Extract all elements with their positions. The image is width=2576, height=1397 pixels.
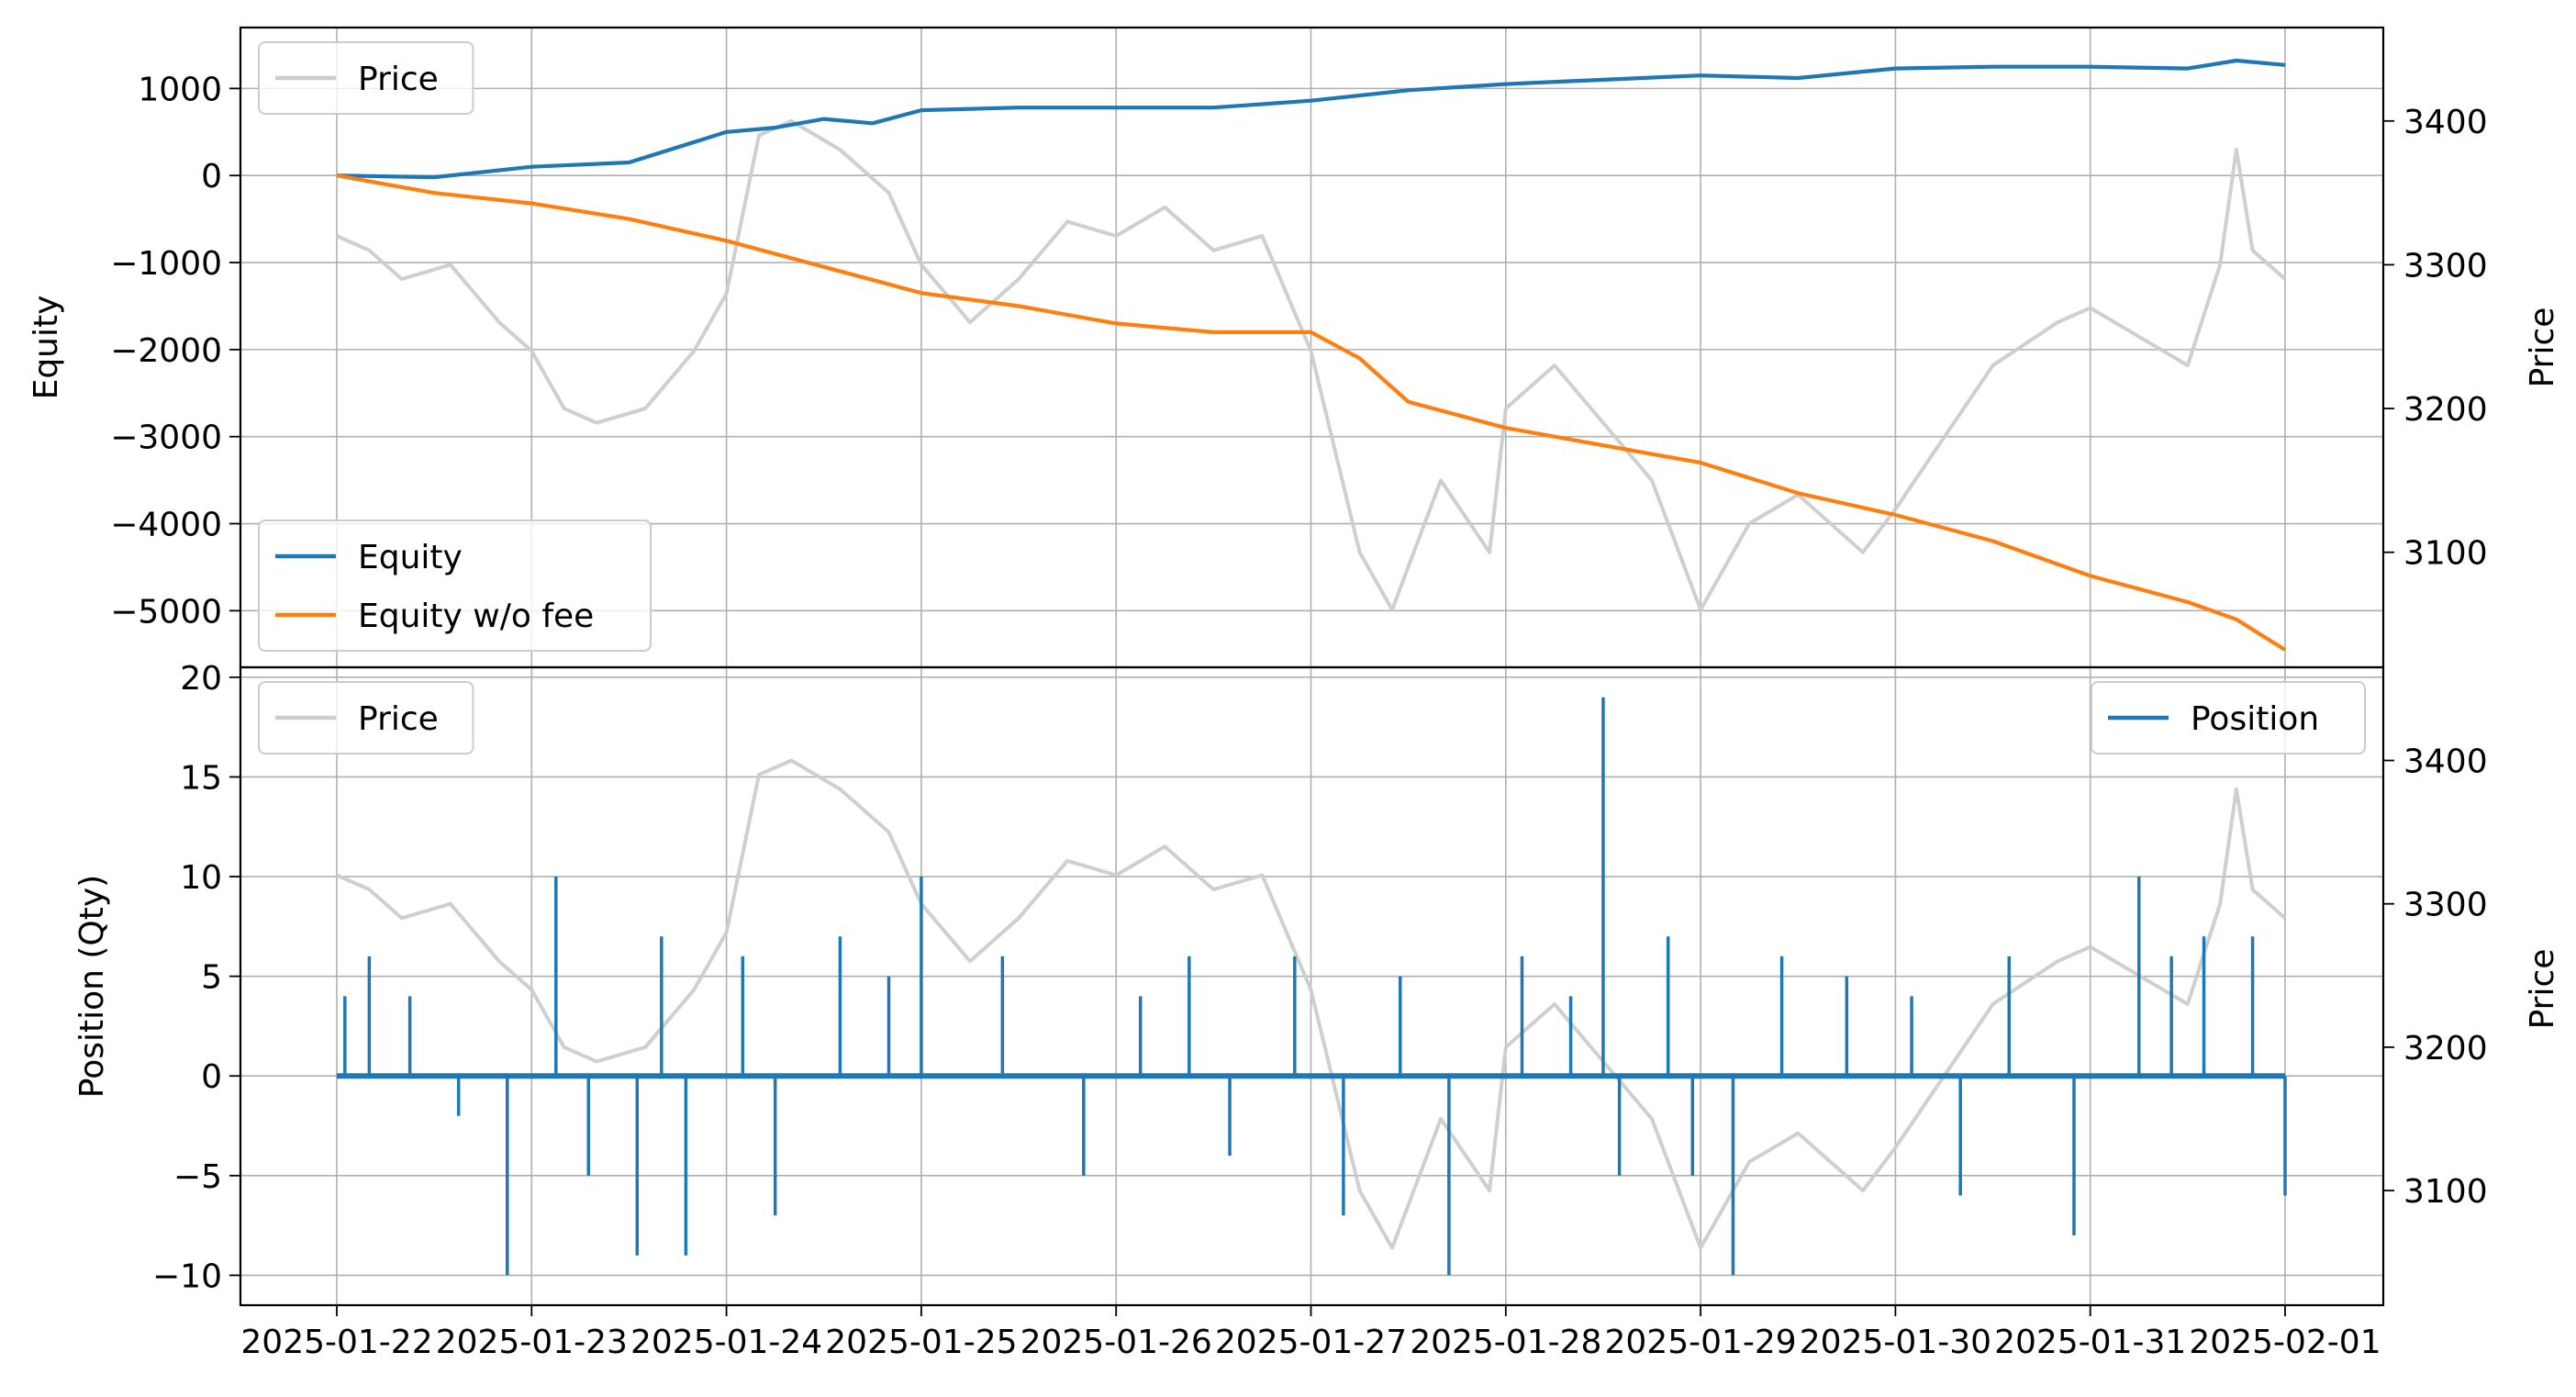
top-ytick-right-label: 3400 (2403, 104, 2488, 141)
bottom-price-line (336, 758, 2287, 1250)
bottom-ytick-label: 5 (201, 959, 222, 997)
top-ytick-right-label: 3200 (2403, 391, 2488, 429)
bottom-ytick-right-label: 3300 (2403, 887, 2488, 924)
bottom-ylabel: Position (Qty) (73, 875, 111, 1098)
bottom-legend-label: Price (358, 700, 439, 738)
bottom-ytick-label: −5 (173, 1158, 222, 1196)
top-equity-line (336, 58, 2286, 180)
bottom-ytick-right-label: 3400 (2403, 743, 2488, 781)
top-legend-box (258, 520, 652, 652)
xtick-label: 2025-01-22 (240, 1324, 432, 1361)
top-ytick-right-label: 3300 (2403, 247, 2488, 285)
top-ylabel-right: Price (2524, 307, 2561, 388)
xtick-label: 2025-01-25 (825, 1324, 1017, 1361)
bottom-ytick-label: 20 (180, 660, 222, 698)
xtick-label: 2025-01-24 (630, 1324, 822, 1361)
top-ytick-label: −2000 (110, 332, 222, 370)
xtick-label: 2025-01-30 (1800, 1324, 1991, 1361)
top-equity-w-o-fee-line (336, 173, 2287, 652)
xtick-label: 2025-01-23 (436, 1324, 628, 1361)
bottom-ytick-right-label: 3200 (2403, 1030, 2488, 1067)
xtick-label: 2025-01-29 (1604, 1324, 1796, 1361)
top-ytick-label: −1000 (110, 245, 222, 283)
top-ytick-label: 1000 (138, 71, 222, 108)
top-ylabel: Equity (28, 296, 65, 400)
bottom-ytick-label: 15 (180, 759, 222, 797)
top-ytick-label: 0 (201, 158, 222, 196)
top-legend-box (258, 41, 474, 115)
xtick-label: 2025-01-28 (1410, 1324, 1601, 1361)
bottom-ytick-right-label: 3100 (2403, 1173, 2488, 1211)
bottom-ytick-label: 10 (180, 859, 222, 897)
bottom-ytick-label: 0 (201, 1058, 222, 1096)
bottom-ylabel-right: Price (2524, 949, 2561, 1030)
xtick-label: 2025-01-31 (1994, 1324, 2186, 1361)
top-legend-label: Price (358, 61, 439, 98)
xtick-label: 2025-01-26 (1020, 1324, 1212, 1361)
bottom-legend-box (2091, 681, 2366, 754)
top-ytick-label: −3000 (110, 419, 222, 457)
xtick-label: 2025-01-27 (1215, 1324, 1407, 1361)
bottom-legend-label: Position (2191, 700, 2319, 738)
top-legend-label: Equity (358, 539, 463, 576)
top-ytick-label: −4000 (110, 507, 222, 544)
top-legend-label: Equity w/o fee (358, 598, 594, 635)
top-ytick-label: −5000 (110, 593, 222, 631)
bottom-axes-frame (239, 665, 2385, 1307)
bottom-legend-box (258, 681, 474, 754)
bottom-ytick-label: −10 (152, 1257, 222, 1295)
top-ytick-right-label: 3100 (2403, 535, 2488, 573)
top-price-line (336, 118, 2287, 612)
xtick-label: 2025-02-01 (2189, 1324, 2381, 1361)
